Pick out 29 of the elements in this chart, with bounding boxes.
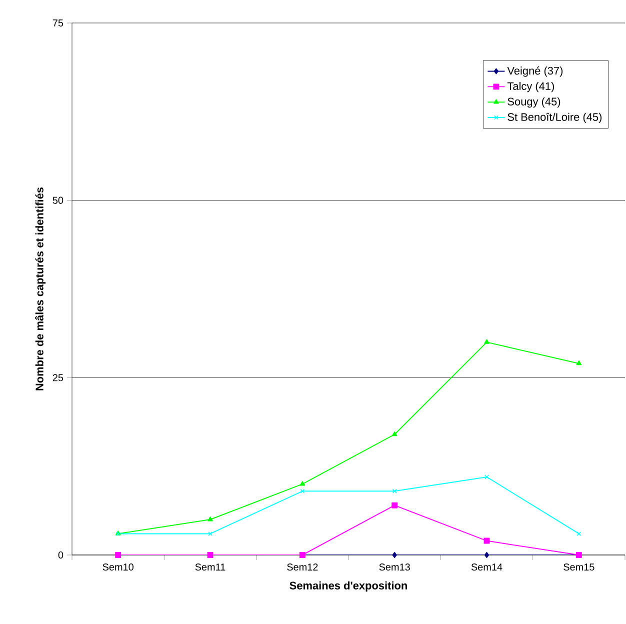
x-axis-title: Semaines d'exposition <box>290 581 407 592</box>
point <box>484 474 489 480</box>
y-tick-label: 75 <box>52 20 64 26</box>
x-tick-label: Sem14 <box>471 564 502 571</box>
x-tick-label: Sem10 <box>102 564 134 571</box>
point <box>484 552 490 558</box>
x-tick-label: Sem13 <box>379 564 410 571</box>
point <box>392 431 398 436</box>
legend-label: Talcy (41) <box>507 82 554 92</box>
point <box>392 552 397 558</box>
point <box>484 339 490 344</box>
legend-label: Sougy (45) <box>508 97 560 108</box>
point <box>208 516 213 522</box>
legend-label: Veigné (37) <box>507 66 563 77</box>
y-axis-title: Nombre de mâles capturés et identifiés <box>35 187 46 390</box>
y-tick-label: 0 <box>58 551 64 559</box>
point <box>300 481 306 486</box>
x-tick-label: Sem15 <box>564 564 594 571</box>
x-tick-label: Sem11 <box>195 564 226 571</box>
legend-label: St Benoît/Loire (45) <box>508 112 602 124</box>
point <box>392 488 397 494</box>
x-tick-label: Sem12 <box>287 564 318 571</box>
point <box>300 488 305 494</box>
point <box>576 360 582 366</box>
y-tick-label: 50 <box>52 196 64 204</box>
point <box>208 531 212 536</box>
y-tick-label: 25 <box>52 374 64 382</box>
point <box>392 502 398 508</box>
point <box>484 538 490 544</box>
